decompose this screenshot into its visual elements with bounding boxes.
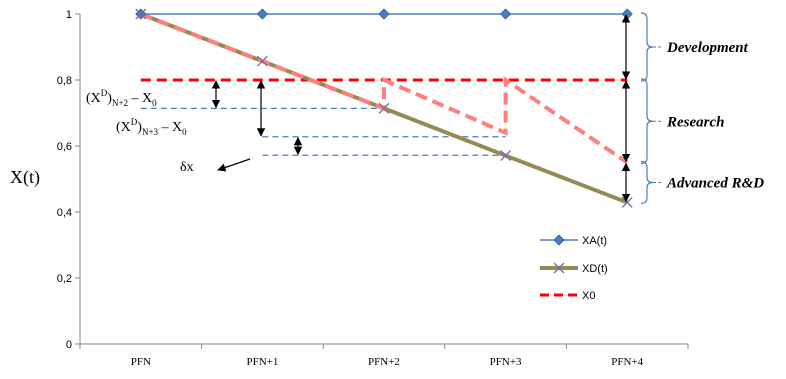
y-tick-label: 0,4 [57,207,72,219]
phase-brace [640,78,654,165]
y-tick-label: 0,2 [57,273,72,285]
legend-label: XA(t) [582,235,607,247]
point-xd [256,55,268,67]
phase-braces: Development Research Advanced R&D [640,12,764,205]
x-tick-label: PFN+4 [611,356,643,368]
phase-brace [640,12,654,82]
annotation-diff-n3: (XD)N+3 – X0 [116,117,187,137]
x-tick-label: PFN+2 [368,356,400,368]
phase-label: Research [666,114,725,130]
point-xa [378,8,390,20]
legend-item: XD(t) [540,262,608,275]
x-tick-label: PFN+3 [490,356,522,368]
marker-stroke [135,8,147,20]
phase-label: Advanced R&D [666,175,764,191]
legend-marker [553,234,565,246]
y-axis-label: X(t) [10,167,40,188]
legend-label: XD(t) [582,263,608,275]
point-xa [256,8,268,20]
y-tick-label: 1 [66,9,72,21]
phase-label: Development [666,40,749,56]
legend-item: X0 [540,290,595,302]
reference-lines [140,107,506,156]
annotation-diff-n2: (XD)N+2 – X0 [86,88,157,108]
legend-label: X0 [582,290,595,302]
marker-stroke [378,102,390,114]
point-xd [135,8,147,20]
y-tick-label: 0,6 [57,141,72,153]
marker-stroke [621,196,633,208]
marker-stroke [500,150,512,162]
legend-marker [553,262,565,274]
point-xd [500,150,512,162]
sawtooth-line [140,12,629,165]
point-xa [500,8,512,20]
point-xd [378,102,390,114]
annotation-delta-x: δx [180,160,194,175]
arrow-delta-pointer [217,158,251,172]
chart-axes: 0 0,2 0,4 0,6 0,8 1 PFN PFN+1 PFN+2 PFN+3 PFN+4 [57,9,689,368]
point-xa [621,8,633,20]
chart-series [135,8,633,208]
annotation-arrows [211,14,631,203]
marker-stroke [553,262,565,274]
y-tick-label: 0 [66,339,72,351]
legend-item: XA(t) [540,234,607,247]
phase-brace [640,160,654,205]
x-tick-label: PFN [131,356,151,368]
x-tick-label: PFN+1 [246,356,278,368]
y-tick-label: 0,8 [57,75,72,87]
legend: XA(t) XD(t) X0 [540,234,608,302]
marker-stroke [256,55,268,67]
annotation-labels: (XD)N+2 – X0 (XD)N+3 – X0 δx X(t) [10,88,194,188]
